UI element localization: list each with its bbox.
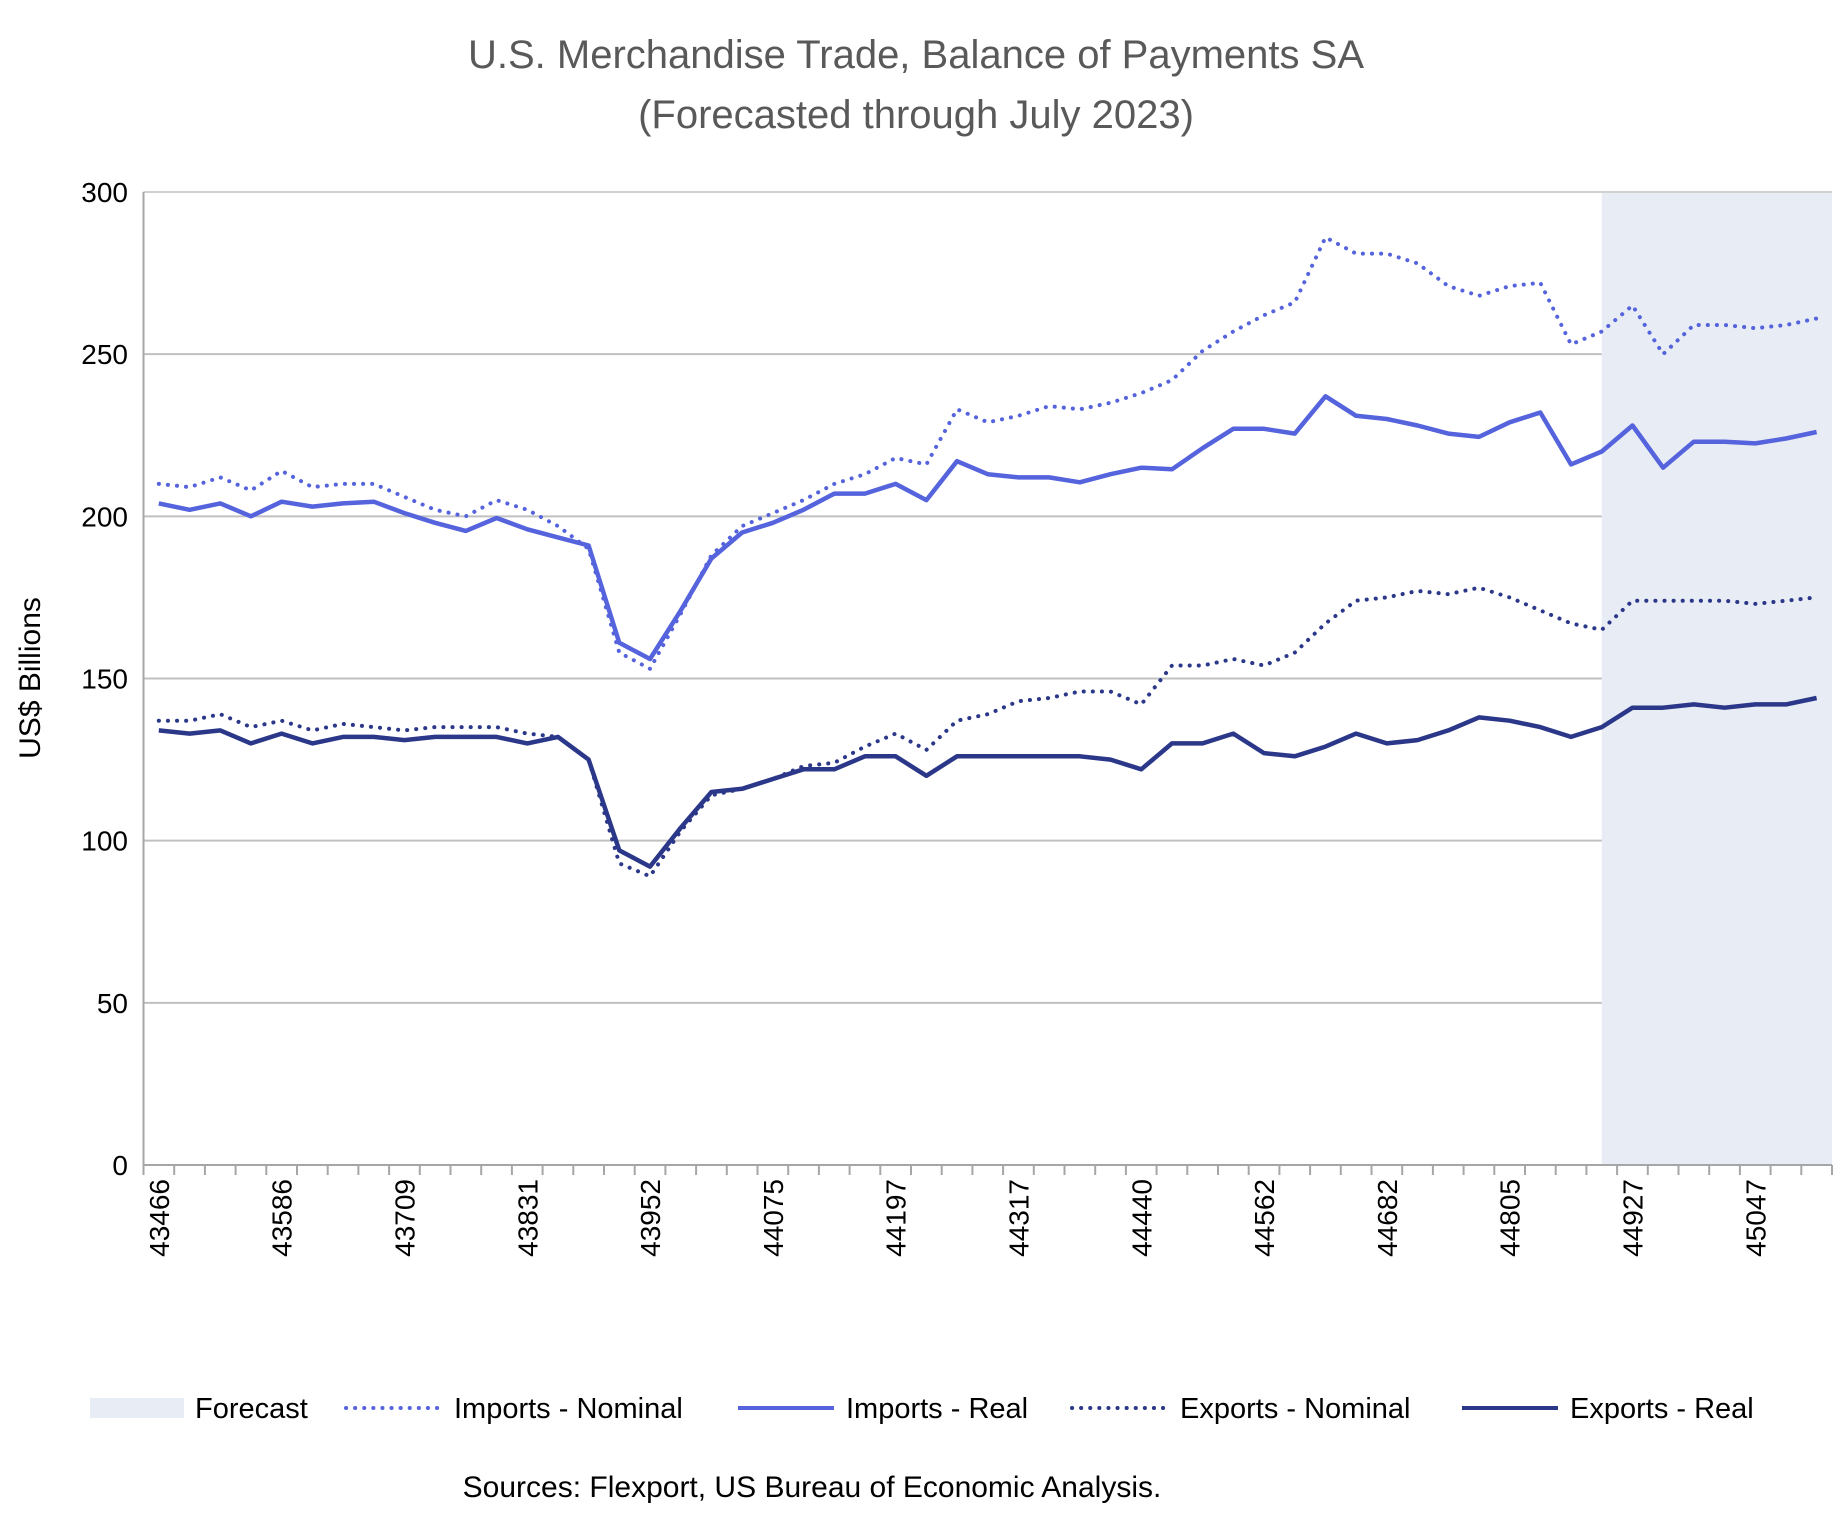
legend-label-series: Imports - Real bbox=[846, 1393, 1028, 1425]
y-tick-label: 50 bbox=[97, 988, 128, 1019]
x-tick-label: 43831 bbox=[512, 1179, 543, 1257]
x-tick-label: 43466 bbox=[144, 1179, 175, 1257]
x-tick-label: 43709 bbox=[389, 1179, 420, 1257]
x-tick-label: 44562 bbox=[1249, 1179, 1280, 1257]
x-tick-label: 44682 bbox=[1372, 1179, 1403, 1257]
x-tick-label: 44440 bbox=[1126, 1179, 1157, 1257]
legend-label-series: Exports - Real bbox=[1570, 1393, 1754, 1425]
legend-label-forecast: Forecast bbox=[195, 1393, 308, 1425]
x-tick-label: 43586 bbox=[267, 1179, 298, 1257]
chart-subtitle: (Forecasted through July 2023) bbox=[638, 93, 1194, 137]
legend-label-series: Exports - Nominal bbox=[1180, 1393, 1410, 1425]
x-tick-label: 44075 bbox=[758, 1179, 789, 1257]
x-tick-label: 44317 bbox=[1003, 1179, 1034, 1257]
y-tick-label: 0 bbox=[112, 1150, 128, 1181]
series-line-exports-real bbox=[158, 695, 1818, 869]
legend-swatch-forecast bbox=[90, 1398, 184, 1418]
chart-title: U.S. Merchandise Trade, Balance of Payme… bbox=[468, 33, 1364, 77]
source-note: Sources: Flexport, US Bureau of Economic… bbox=[463, 1471, 1162, 1504]
y-axis-label: US$ Billions bbox=[14, 597, 47, 759]
forecast-region bbox=[1601, 192, 1832, 1165]
y-tick-label: 250 bbox=[81, 339, 128, 370]
y-tick-label: 100 bbox=[81, 826, 128, 857]
plot-area: 0 50 100 150 200 250 300 43466 43586 43709 43831 43… bbox=[81, 177, 1833, 1257]
x-tick-label: 44927 bbox=[1617, 1179, 1648, 1257]
legend-label-series: Imports - Nominal bbox=[454, 1393, 683, 1425]
legend: Forecast Imports - Nominal Imports - Real E… bbox=[90, 1393, 1754, 1425]
y-tick-label: 150 bbox=[81, 664, 128, 695]
x-tick-label: 43952 bbox=[635, 1179, 666, 1257]
x-tick-label: 44197 bbox=[881, 1179, 912, 1257]
x-tick-label: 44805 bbox=[1495, 1179, 1526, 1257]
x-tick-label: 45047 bbox=[1740, 1179, 1771, 1257]
series-line-imports-nominal bbox=[156, 235, 1819, 671]
y-tick-label: 300 bbox=[81, 177, 128, 208]
series-line-exports-nominal bbox=[156, 585, 1819, 879]
series-line-imports-real bbox=[158, 394, 1818, 662]
y-tick-label: 200 bbox=[81, 501, 128, 532]
